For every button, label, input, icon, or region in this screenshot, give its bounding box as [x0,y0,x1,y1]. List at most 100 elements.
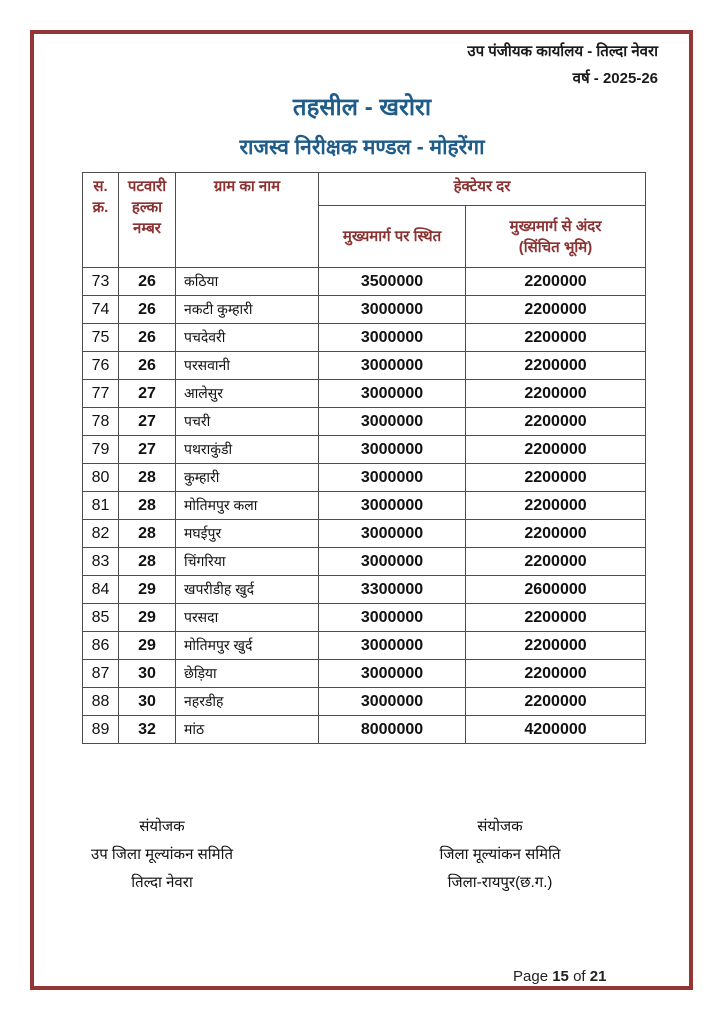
village-name-cell: परसदा [175,603,319,632]
village-name-cell: नकटी कुम्हारी [175,295,319,324]
page-border-frame [30,30,693,990]
village-name-cell: परसवानी [175,351,319,380]
rate-main-road-cell: 3000000 [318,407,466,436]
village-name-cell: मोतिमपुर कला [175,491,319,520]
halka-number-cell: 28 [118,519,176,548]
serial-number-cell: 73 [82,267,119,296]
halka-number-cell: 28 [118,547,176,576]
village-name-cell: मांठ [175,715,319,744]
signature-block-right: संयोजक जिला मूल्यांकन समिति जिला-रायपुर(… [400,813,600,897]
serial-number-cell: 74 [82,295,119,324]
office-name: उप पंजीयक कार्यालय - तिल्दा नेवरा [467,43,658,60]
signature-role-left: संयोजक [139,818,185,835]
mandal-subtitle: राजस्व निरीक्षक मण्डल - मोहरेंगा [239,136,485,159]
table-row: 89 32 मांठ 8000000 4200000 [82,715,646,744]
rate-main-road-cell: 3000000 [318,659,466,688]
header-patwari-halka: पटवारी हल्का नम्बर [118,172,176,268]
halka-number-cell: 26 [118,323,176,352]
village-name-cell: मघईपुर [175,519,319,548]
halka-number-cell: 29 [118,575,176,604]
halka-number-cell: 28 [118,491,176,520]
table-row: 86 29 मोतिमपुर खुर्द 3000000 2200000 [82,631,646,660]
rate-main-road-cell: 3500000 [318,267,466,296]
village-name-cell: खपरीडीह खुर्द [175,575,319,604]
serial-number-cell: 83 [82,547,119,576]
halka-number-cell: 26 [118,351,176,380]
serial-number-cell: 84 [82,575,119,604]
serial-number-cell: 77 [82,379,119,408]
table-row: 88 30 नहरडीह 3000000 2200000 [82,687,646,716]
header-serial-number: स. क्र. [82,172,119,268]
rate-inner-cell: 4200000 [465,715,646,744]
table-row: 78 27 पचरी 3000000 2200000 [82,407,646,436]
rate-main-road-cell: 3000000 [318,547,466,576]
page-word: Page [513,968,549,985]
village-name-cell: पथराकुंडी [175,435,319,464]
table-row: 75 26 पचदेवरी 3000000 2200000 [82,323,646,352]
village-name-cell: मोतिमपुर खुर्द [175,631,319,660]
table-row: 73 26 कठिया 3500000 2200000 [82,267,646,296]
rate-main-road-cell: 3000000 [318,323,466,352]
tehsil-title: तहसील - खरोरा [292,94,432,121]
rate-inner-cell: 2200000 [465,267,646,296]
serial-number-cell: 79 [82,435,119,464]
table-row: 74 26 नकटी कुम्हारी 3000000 2200000 [82,295,646,324]
page-number: Page 15 of 21 [513,968,606,985]
rate-main-road-cell: 3000000 [318,435,466,464]
header-rate-inner-irrigated: मुख्यमार्ग से अंदर (सिंचित भूमि) [465,205,646,268]
rate-inner-cell: 2200000 [465,323,646,352]
halka-number-cell: 32 [118,715,176,744]
halka-number-cell: 30 [118,687,176,716]
halka-number-cell: 28 [118,463,176,492]
village-name-cell: चिंगरिया [175,547,319,576]
signature-role-right: संयोजक [477,818,523,835]
header-hectare-rate-group: हेक्टेयर दर [318,172,646,206]
serial-number-cell: 76 [82,351,119,380]
rate-main-road-cell: 3000000 [318,631,466,660]
serial-number-cell: 87 [82,659,119,688]
table-row: 84 29 खपरीडीह खुर्द 3300000 2600000 [82,575,646,604]
signature-committee-left: उप जिला मूल्यांकन समिति [91,846,233,863]
serial-number-cell: 86 [82,631,119,660]
rate-main-road-cell: 3000000 [318,351,466,380]
rate-inner-cell: 2200000 [465,659,646,688]
of-word: of [573,968,586,985]
header-village-name: ग्राम का नाम [175,172,319,268]
rate-inner-cell: 2200000 [465,295,646,324]
table-row: 83 28 चिंगरिया 3000000 2200000 [82,547,646,576]
rates-table-body: 73 26 कठिया 3500000 2200000 74 26 नकटी कुम्हारी… [82,267,646,744]
rate-main-road-cell: 3000000 [318,687,466,716]
serial-number-cell: 82 [82,519,119,548]
rate-main-road-cell: 3000000 [318,519,466,548]
village-name-cell: पचदेवरी [175,323,319,352]
table-row: 85 29 परसदा 3000000 2200000 [82,603,646,632]
rate-inner-cell: 2200000 [465,631,646,660]
rate-inner-cell: 2200000 [465,491,646,520]
village-name-cell: छेड़िया [175,659,319,688]
halka-number-cell: 26 [118,267,176,296]
halka-number-cell: 29 [118,603,176,632]
document-header: उप पंजीयक कार्यालय - तिल्दा नेवरा वर्ष -… [467,38,658,92]
table-row: 76 26 परसवानी 3000000 2200000 [82,351,646,380]
page-number-current: 15 [552,968,569,985]
rate-inner-cell: 2200000 [465,603,646,632]
table-row: 82 28 मघईपुर 3000000 2200000 [82,519,646,548]
rate-inner-cell: 2200000 [465,379,646,408]
village-name-cell: पचरी [175,407,319,436]
serial-number-cell: 85 [82,603,119,632]
page-number-total: 21 [589,968,607,985]
rate-main-road-cell: 3000000 [318,491,466,520]
serial-number-cell: 80 [82,463,119,492]
signature-place-right: जिला-रायपुर(छ.ग.) [447,874,553,891]
rate-main-road-cell: 3000000 [318,379,466,408]
halka-number-cell: 29 [118,631,176,660]
serial-number-cell: 89 [82,715,119,744]
rate-main-road-cell: 3300000 [318,575,466,604]
rate-inner-cell: 2200000 [465,547,646,576]
village-name-cell: नहरडीह [175,687,319,716]
village-name-cell: कठिया [175,267,319,296]
header-rate-on-main-road: मुख्यमार्ग पर स्थित [318,205,466,268]
table-row: 81 28 मोतिमपुर कला 3000000 2200000 [82,491,646,520]
table-row: 80 28 कुम्हारी 3000000 2200000 [82,463,646,492]
